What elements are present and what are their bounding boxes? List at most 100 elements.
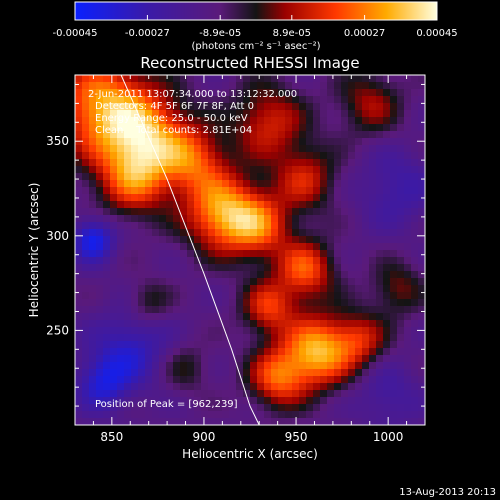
heatmap-cell: [390, 271, 398, 279]
heatmap-cell: [418, 117, 425, 125]
heatmap-cell: [327, 264, 335, 272]
heatmap-cell: [201, 383, 209, 391]
heatmap-cell: [138, 229, 146, 237]
heatmap-cell: [173, 103, 181, 111]
heatmap-cell: [285, 299, 293, 307]
heatmap-cell: [376, 180, 384, 188]
heatmap-cell: [383, 411, 391, 419]
heatmap-cell: [173, 271, 181, 279]
heatmap-cell: [187, 208, 195, 216]
heatmap-cell: [257, 418, 265, 425]
heatmap-cell: [362, 306, 370, 314]
heatmap-cell: [103, 285, 111, 293]
heatmap-cell: [376, 96, 384, 104]
heatmap-cell: [418, 124, 425, 132]
heatmap-cell: [285, 124, 293, 132]
heatmap-cell: [208, 201, 216, 209]
heatmap-cell: [236, 383, 244, 391]
heatmap-cell: [327, 229, 335, 237]
heatmap-cell: [222, 257, 230, 265]
heatmap-cell: [397, 75, 405, 83]
heatmap-cell: [299, 75, 307, 83]
heatmap-cell: [215, 201, 223, 209]
heatmap-cell: [355, 271, 363, 279]
heatmap-cell: [138, 166, 146, 174]
heatmap-cell: [271, 369, 279, 377]
heatmap-cell: [278, 124, 286, 132]
heatmap-cell: [166, 334, 174, 342]
heatmap-cell: [89, 334, 97, 342]
heatmap-cell: [229, 369, 237, 377]
heatmap-cell: [89, 411, 97, 419]
heatmap-cell: [418, 110, 425, 118]
heatmap-cell: [334, 215, 342, 223]
heatmap-cell: [376, 194, 384, 202]
heatmap-cell: [285, 313, 293, 321]
heatmap-cell: [271, 82, 279, 90]
heatmap-cell: [411, 355, 419, 363]
heatmap-cell: [194, 355, 202, 363]
heatmap-cell: [201, 369, 209, 377]
heatmap-cell: [75, 215, 83, 223]
heatmap-cell: [390, 124, 398, 132]
heatmap-cell: [334, 166, 342, 174]
heatmap-cell: [187, 362, 195, 370]
heatmap-cell: [201, 110, 209, 118]
heatmap-cell: [411, 229, 419, 237]
heatmap-cell: [264, 278, 272, 286]
heatmap-cell: [271, 110, 279, 118]
heatmap-cell: [299, 299, 307, 307]
heatmap-cell: [348, 159, 356, 167]
heatmap-cell: [159, 271, 167, 279]
heatmap-cell: [152, 124, 160, 132]
heatmap-cell: [383, 271, 391, 279]
heatmap-cell: [173, 383, 181, 391]
heatmap-cell: [222, 215, 230, 223]
heatmap-cell: [173, 313, 181, 321]
heatmap-cell: [418, 201, 425, 209]
heatmap-cell: [369, 145, 377, 153]
heatmap-cell: [180, 390, 188, 398]
heatmap-cell: [110, 138, 118, 146]
heatmap-cell: [383, 145, 391, 153]
heatmap-cell: [341, 369, 349, 377]
heatmap-cell: [201, 418, 209, 425]
heatmap-cell: [285, 418, 293, 425]
heatmap-cell: [152, 236, 160, 244]
heatmap-cell: [411, 138, 419, 146]
heatmap-cell: [117, 236, 125, 244]
heatmap-cell: [117, 397, 125, 405]
heatmap-cell: [236, 334, 244, 342]
heatmap-cell: [187, 264, 195, 272]
heatmap-cell: [173, 222, 181, 230]
heatmap-cell: [411, 89, 419, 97]
heatmap-cell: [173, 194, 181, 202]
heatmap-cell: [285, 383, 293, 391]
heatmap-cell: [313, 96, 321, 104]
heatmap-cell: [152, 362, 160, 370]
heatmap-cell: [145, 383, 153, 391]
heatmap-cell: [201, 299, 209, 307]
heatmap-cell: [229, 306, 237, 314]
heatmap-cell: [75, 285, 83, 293]
heatmap-cell: [215, 320, 223, 328]
heatmap-cell: [362, 243, 370, 251]
heatmap-cell: [369, 292, 377, 300]
heatmap-cell: [376, 229, 384, 237]
heatmap-cell: [236, 96, 244, 104]
heatmap-cell: [250, 96, 258, 104]
heatmap-cell: [397, 264, 405, 272]
heatmap-cell: [320, 362, 328, 370]
heatmap-cell: [75, 187, 83, 195]
heatmap-cell: [159, 145, 167, 153]
heatmap-cell: [334, 117, 342, 125]
heatmap-cell: [320, 75, 328, 83]
heatmap-cell: [201, 243, 209, 251]
heatmap-cell: [278, 208, 286, 216]
heatmap-cell: [250, 131, 258, 139]
heatmap-cell: [236, 173, 244, 181]
heatmap-cell: [376, 313, 384, 321]
heatmap-cell: [215, 264, 223, 272]
heatmap-cell: [145, 166, 153, 174]
heatmap-cell: [75, 376, 83, 384]
